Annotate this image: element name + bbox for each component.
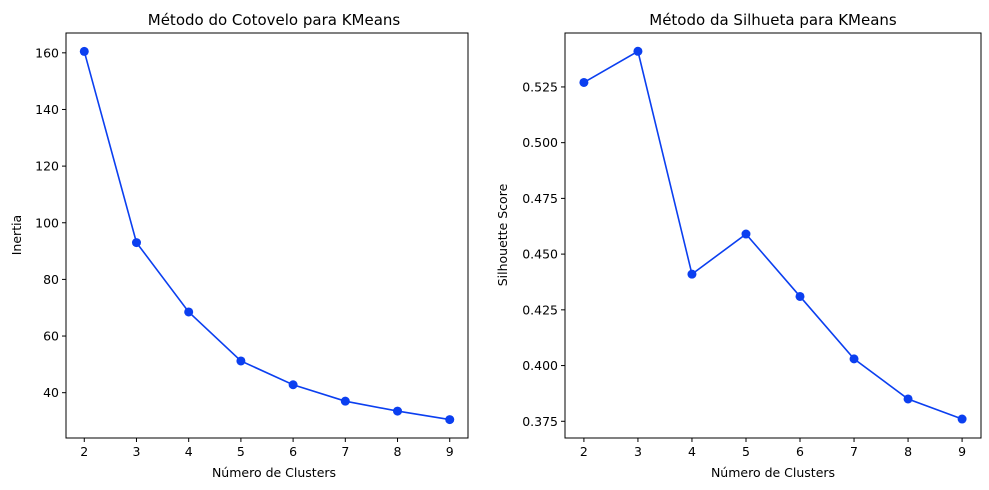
silhouette-chart-y-tick-label: 0.425 bbox=[522, 302, 558, 317]
silhouette-chart-marks bbox=[579, 46, 967, 424]
silhouette-chart-y-tick-label: 0.475 bbox=[522, 191, 558, 206]
silhouette-chart: Método da Silhueta para KMeans 2 3 4 5 6 7 8 9 0… bbox=[495, 11, 982, 480]
elbow-chart: Método do Cotovelo para KMeans 2 3 4 5 6 7 8 9 4… bbox=[9, 11, 469, 480]
elbow-chart-data-point bbox=[340, 396, 350, 406]
silhouette-chart-x-axis-label: Número de Clusters bbox=[711, 465, 835, 480]
silhouette-chart-ticks: 2 3 4 5 6 7 8 9 0.375 0.400 0.425 0.450 0.475 0.500 0.… bbox=[522, 79, 966, 459]
silhouette-chart-x-tick-label: 8 bbox=[904, 444, 912, 459]
elbow-chart-data-point bbox=[288, 380, 298, 390]
elbow-chart-x-tick-label: 8 bbox=[394, 444, 402, 459]
silhouette-chart-data-point bbox=[633, 46, 643, 56]
silhouette-chart-y-tick-label: 0.525 bbox=[522, 79, 558, 94]
elbow-chart-title: Método do Cotovelo para KMeans bbox=[148, 11, 401, 29]
silhouette-chart-data-point bbox=[849, 354, 859, 364]
silhouette-chart-data-point bbox=[795, 291, 805, 301]
silhouette-chart-x-tick-label: 7 bbox=[850, 444, 858, 459]
silhouette-chart-y-tick-label: 0.450 bbox=[522, 247, 558, 262]
silhouette-chart-data-point bbox=[687, 269, 697, 279]
silhouette-chart-data-point bbox=[957, 414, 967, 424]
silhouette-chart-data-point bbox=[903, 394, 913, 404]
silhouette-chart-x-tick-label: 6 bbox=[796, 444, 804, 459]
elbow-chart-y-tick-label: 160 bbox=[35, 45, 59, 60]
elbow-chart-y-axis-label: Inertia bbox=[9, 215, 24, 255]
elbow-chart-y-tick-label: 80 bbox=[43, 272, 59, 287]
elbow-chart-x-tick-label: 6 bbox=[289, 444, 297, 459]
elbow-chart-y-tick-label: 100 bbox=[35, 215, 59, 230]
elbow-chart-y-tick-label: 60 bbox=[43, 329, 59, 344]
elbow-chart-ticks: 2 3 4 5 6 7 8 9 40 60 80 100 120 140 160 bbox=[35, 45, 454, 459]
elbow-chart-plot-frame bbox=[65, 32, 469, 439]
elbow-chart-y-tick-label: 120 bbox=[35, 159, 59, 174]
silhouette-chart-x-tick-label: 3 bbox=[634, 444, 642, 459]
elbow-chart-series-line bbox=[83, 51, 450, 421]
elbow-chart-y-tick-label: 140 bbox=[35, 102, 59, 117]
elbow-chart-x-tick-label: 5 bbox=[237, 444, 245, 459]
elbow-chart-x-tick-label: 3 bbox=[133, 444, 141, 459]
silhouette-chart-x-tick-label: 5 bbox=[742, 444, 750, 459]
silhouette-chart-y-tick-label: 0.375 bbox=[522, 414, 558, 429]
silhouette-chart-y-axis-label: Silhouette Score bbox=[495, 183, 510, 286]
silhouette-chart-y-tick-label: 0.500 bbox=[522, 135, 558, 150]
silhouette-chart-y-tick-label: 0.400 bbox=[522, 358, 558, 373]
elbow-chart-data-point bbox=[393, 406, 403, 416]
silhouette-chart-data-point bbox=[579, 77, 589, 87]
elbow-chart-x-axis-label: Número de Clusters bbox=[212, 465, 336, 480]
silhouette-chart-data-point bbox=[741, 229, 751, 239]
silhouette-chart-title: Método da Silhueta para KMeans bbox=[649, 11, 897, 29]
elbow-chart-data-point bbox=[131, 238, 141, 248]
elbow-chart-data-point bbox=[79, 46, 89, 56]
elbow-chart-y-tick-label: 40 bbox=[43, 385, 59, 400]
silhouette-chart-x-tick-label: 9 bbox=[958, 444, 966, 459]
elbow-chart-x-tick-label: 7 bbox=[341, 444, 349, 459]
silhouette-chart-x-tick-label: 4 bbox=[688, 444, 696, 459]
elbow-chart-x-tick-label: 4 bbox=[185, 444, 193, 459]
elbow-chart-data-point bbox=[445, 415, 455, 425]
elbow-chart-marks bbox=[79, 46, 455, 425]
silhouette-chart-x-tick-label: 2 bbox=[580, 444, 588, 459]
silhouette-chart-series-line bbox=[583, 50, 963, 420]
elbow-chart-x-tick-label: 9 bbox=[446, 444, 454, 459]
silhouette-chart-plot-frame bbox=[564, 32, 982, 439]
elbow-chart-data-point bbox=[236, 356, 246, 366]
elbow-chart-data-point bbox=[184, 307, 194, 317]
elbow-chart-x-tick-label: 2 bbox=[80, 444, 88, 459]
